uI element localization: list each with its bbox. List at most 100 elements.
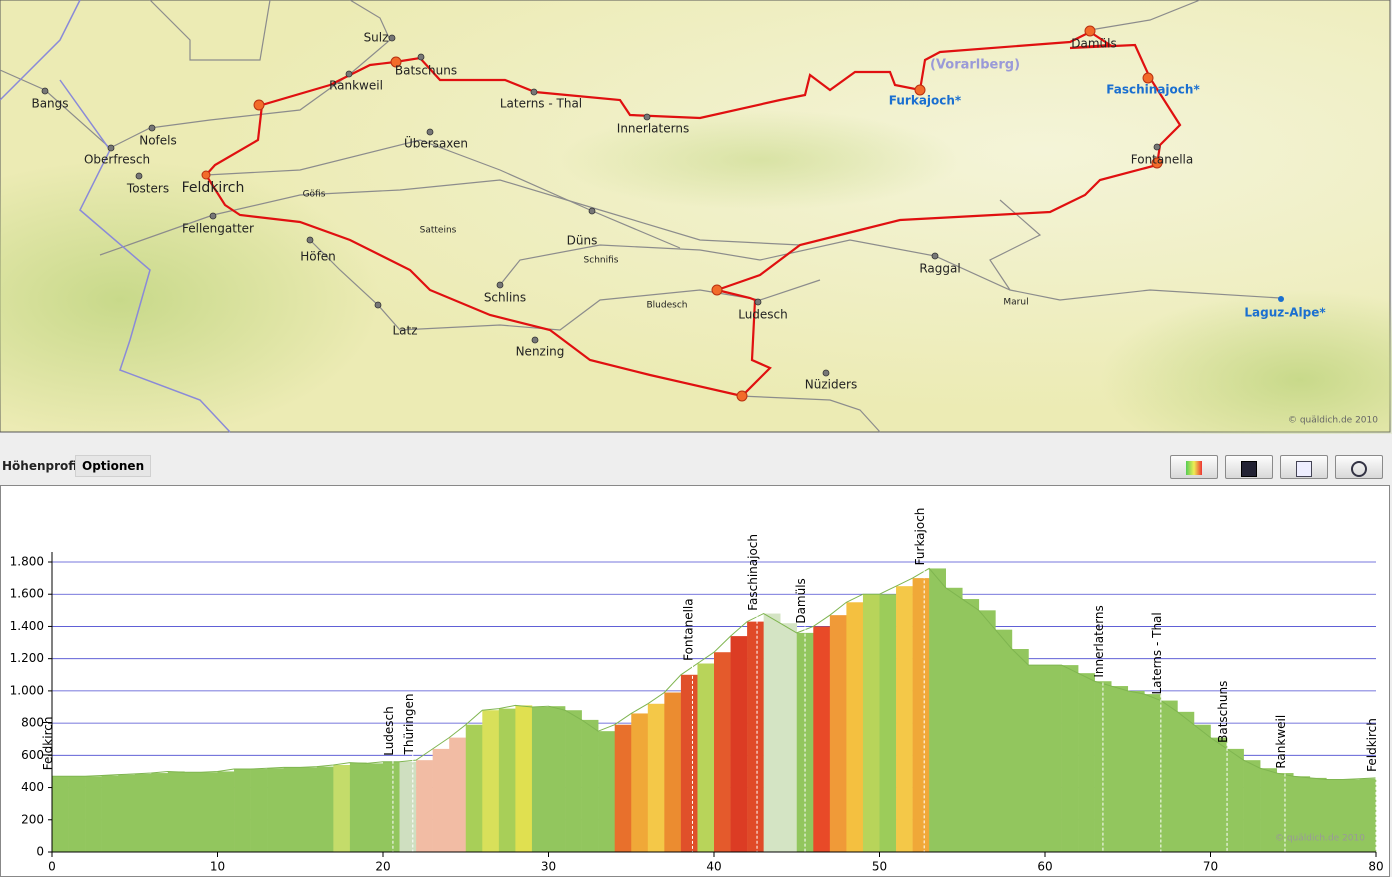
profile-segment (780, 623, 798, 852)
copyright: © quäldich.de 2010 (1288, 416, 1378, 426)
profile-segment (697, 663, 715, 852)
color-button[interactable] (1170, 455, 1218, 479)
pass-label: Laguz-Alpe* (1244, 306, 1326, 320)
profile-segment (1078, 673, 1095, 852)
profile-segment (879, 594, 897, 852)
waypoint-label: Damüls (794, 578, 808, 623)
profile-segment (250, 769, 268, 852)
profile-segment (896, 586, 913, 852)
profile-segment (283, 767, 301, 852)
pass-label: Faschinajoch* (1106, 83, 1200, 97)
profile-segment (1144, 694, 1162, 852)
roads (0, 0, 1281, 433)
waypoint-label: Batschuns (1216, 681, 1230, 743)
profile-segment (995, 629, 1013, 852)
profile-segment (366, 763, 384, 852)
profile-segment (1293, 776, 1311, 852)
profile-segment (482, 710, 500, 852)
x-tick-label: 30 (541, 860, 556, 874)
profile-segment (548, 706, 566, 852)
route-markers (201, 25, 1163, 402)
y-tick-label: 400 (21, 780, 44, 794)
profile-segment (581, 719, 599, 852)
place-label: Raggal (919, 262, 960, 276)
profile-segment (1160, 700, 1178, 852)
profile-segment (813, 626, 831, 852)
region-label: (Vorarlberg) (930, 58, 1020, 73)
profile-segment (1045, 665, 1062, 852)
options-button[interactable]: Optionen (75, 455, 152, 477)
x-tick-label: 10 (210, 860, 225, 874)
save-button[interactable] (1225, 455, 1273, 479)
profile-segment (829, 615, 847, 852)
profile-segment (796, 632, 814, 852)
profile-segment (1061, 665, 1079, 852)
copy-button[interactable] (1280, 455, 1328, 479)
profile-segment (531, 707, 549, 852)
y-tick-label: 600 (21, 748, 44, 762)
profile-segment (846, 602, 864, 852)
profile-segment (151, 773, 169, 852)
profile-segment (1260, 768, 1277, 852)
profile-segment (349, 762, 367, 852)
profile-segment (614, 724, 632, 852)
route (204, 30, 1182, 398)
profile-segment (1177, 711, 1195, 852)
profile-segment (399, 761, 417, 852)
profile-segment (929, 568, 946, 852)
profile-segment (1111, 686, 1129, 852)
profile-segment (432, 748, 450, 852)
place-label: Bludesch (647, 301, 688, 311)
place-label: Nüziders (805, 378, 857, 392)
place-label: Fellengatter (182, 222, 254, 236)
profile-segment (714, 652, 731, 852)
place-label: Göfis (303, 190, 326, 200)
place-label: Nenzing (516, 345, 565, 359)
profile-segment (333, 765, 351, 852)
place-label: Ludesch (738, 308, 788, 322)
chart-copyright: © quäldich.de 2010 (1275, 834, 1365, 844)
toolbar-label: Höhenprofil: (2, 459, 87, 473)
profile-segment (962, 599, 980, 852)
place-label: Bangs (31, 97, 68, 111)
profile-segment (664, 692, 682, 852)
profile-segment (1094, 681, 1112, 852)
place-label: Feldkirch (182, 180, 245, 196)
profile-segment (449, 737, 467, 852)
profile-line (52, 567, 1377, 780)
border (0, 0, 231, 433)
profile-segment (1309, 777, 1327, 852)
profile-segment (52, 776, 69, 852)
profile-segment (1326, 779, 1344, 852)
profile-segment (730, 636, 748, 852)
profile-segment (1276, 773, 1294, 852)
x-tick-label: 70 (1203, 860, 1218, 874)
zoom-button[interactable] (1335, 455, 1383, 479)
elevation-chart: 02004006008001.0001.2001.4001.6001.800Fe… (0, 485, 1390, 877)
place-label: Düns (567, 234, 598, 248)
profile-segment (912, 578, 930, 852)
terrain (0, 160, 380, 434)
map: Sulz Batschuns Rankweil Bangs Nofels Obe… (0, 0, 1392, 434)
y-tick-label: 1.400 (10, 619, 44, 633)
y-tick-label: 1.800 (10, 555, 44, 569)
profile-segment (763, 613, 781, 852)
profile-segment (316, 766, 334, 852)
profile-segment (118, 774, 136, 852)
place-label: Laterns - Thal (500, 97, 582, 111)
profile-segment (234, 769, 251, 852)
terrain (1100, 290, 1392, 434)
place-dots (41, 34, 1161, 377)
waypoint-label: Ludesch (382, 706, 396, 756)
place-label: Fontanella (1131, 153, 1194, 167)
profile-segment (1227, 748, 1244, 852)
profile-segment (978, 610, 996, 852)
profile-segment (1028, 665, 1046, 852)
profile-segment (267, 768, 284, 852)
waypoint-label: Feldkirch (1365, 718, 1379, 772)
profile-segment (515, 705, 533, 852)
terrain (560, 110, 960, 210)
profile-segment (416, 760, 433, 852)
place-label: Damüls (1071, 37, 1116, 51)
